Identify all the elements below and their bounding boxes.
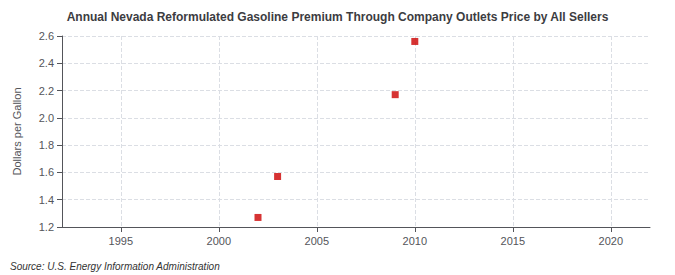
svg-text:1995: 1995	[109, 235, 133, 247]
svg-text:1.8: 1.8	[39, 139, 54, 151]
svg-text:2.6: 2.6	[39, 30, 54, 42]
svg-text:2015: 2015	[501, 235, 525, 247]
svg-text:Source: U.S. Energy Informatio: Source: U.S. Energy Information Administ…	[10, 261, 220, 272]
svg-text:Annual Nevada Reformulated Gas: Annual Nevada Reformulated Gasoline Prem…	[67, 10, 609, 24]
svg-text:2010: 2010	[403, 235, 427, 247]
svg-text:2020: 2020	[599, 235, 623, 247]
svg-text:2005: 2005	[305, 235, 329, 247]
svg-text:2.4: 2.4	[39, 57, 54, 69]
svg-text:1.4: 1.4	[39, 194, 54, 206]
svg-text:2.0: 2.0	[39, 112, 54, 124]
svg-text:2.2: 2.2	[39, 85, 54, 97]
svg-text:2000: 2000	[207, 235, 231, 247]
svg-text:1.6: 1.6	[39, 166, 54, 178]
svg-text:Dollars per Gallon: Dollars per Gallon	[11, 87, 23, 175]
svg-text:1.2: 1.2	[39, 221, 54, 233]
